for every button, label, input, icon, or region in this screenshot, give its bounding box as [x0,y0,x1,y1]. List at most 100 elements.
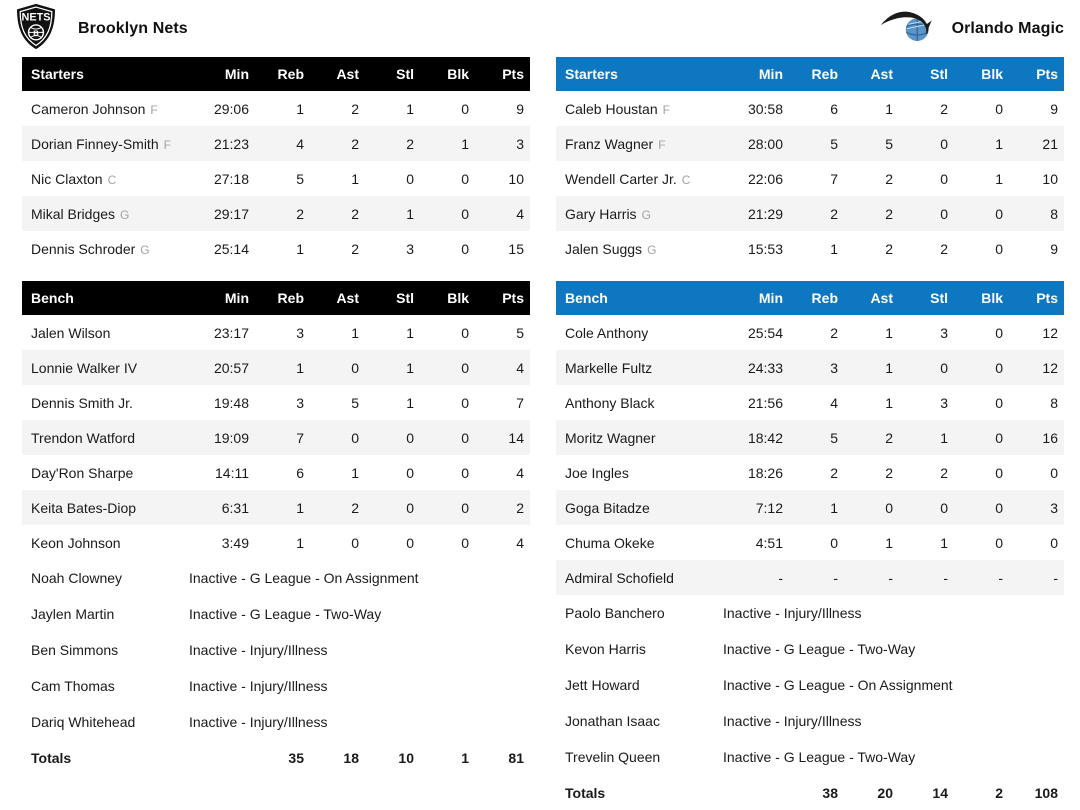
column-header-stl: Stl [930,66,948,82]
stat-min: 19:09 [213,429,249,446]
player-name: Jalen Suggs [565,240,643,257]
bench-label: Bench [31,290,74,306]
starters-label: Starters [565,66,618,82]
nets-bench-table: Bench Min Reb Ast Stl Blk Pts Jalen Wilson 23:17… [22,281,530,775]
column-header-min: Min [224,290,249,306]
player-name-cell: Jaylen Martin [22,596,187,632]
nets-starters-body: Cameron Johnson F 29:06 1 2 1 0 9 Dorian Finney-… [22,91,530,266]
stat-ast: 2 [885,464,893,481]
nets-totals-row: Totals 35 18 10 1 81 [22,740,530,775]
column-header-pts: Pts [502,290,524,306]
player-name-cell: Paolo Banchero [556,595,721,631]
stat-ast: 5 [885,135,893,152]
player-name-cell: Noah Clowney [22,560,187,596]
player-position: C [681,172,691,187]
player-name: Gary Harris [565,205,637,222]
bench-label: Bench [565,290,608,306]
column-header-min: Min [758,290,783,306]
player-name-cell: Kevon Harris [556,631,721,667]
away-team-header: Orlando Magic [879,4,1064,53]
totals-ast: 20 [877,784,893,801]
stat-min: 29:06 [213,100,249,117]
nets-logo-icon: NETS B [14,3,58,55]
player-name-cell: Jett Howard [556,667,721,703]
stat-stl: 1 [406,324,414,341]
stat-min: 27:18 [213,170,249,187]
stat-ast: 1 [351,324,359,341]
player-name: Goga Bitadze [565,499,650,516]
player-position: F [662,102,670,117]
magic-starters-table: Starters Min Reb Ast Stl Blk Pts Caleb Houstan F… [556,57,1064,266]
stat-blk: 0 [995,240,1003,257]
magic-bench-header: Bench Min Reb Ast Stl Blk Pts [556,281,1064,315]
stat-pts: 16 [1042,429,1058,446]
totals-reb: 35 [288,749,304,766]
stat-min: 25:14 [213,240,249,257]
stat-reb: 5 [830,429,838,446]
column-header-reb: Reb [277,290,304,306]
stat-min: 25:54 [747,324,783,341]
stat-pts: 8 [1050,205,1058,222]
player-position: G [647,242,657,257]
stat-reb: 5 [296,170,304,187]
stat-ast: 1 [885,100,893,117]
player-name: Wendell Carter Jr. [565,170,677,187]
inactive-status: Inactive - Injury/Illness [189,678,328,694]
player-name-cell: Moritz Wagner [556,420,721,455]
magic-inactive-row: Jett Howard Inactive - G League - On Assi… [556,667,1064,703]
player-name: Keita Bates-Diop [31,499,137,516]
nets-starters-row: Dennis Schroder G 25:14 1 2 3 0 15 [22,231,530,266]
stat-min: 15:53 [747,240,783,257]
stat-pts: 7 [516,394,524,411]
magic-starters-row: Jalen Suggs G 15:53 1 2 2 0 9 [556,231,1064,266]
stat-stl: 0 [406,499,414,516]
stat-ast: 2 [885,205,893,222]
inactive-status: Inactive - G League - Two-Way [723,641,916,657]
stat-min: 20:57 [213,359,249,376]
stat-reb: 2 [830,205,838,222]
player-name-cell: Wendell Carter Jr. C [556,161,721,196]
stat-ast: 0 [351,359,359,376]
nets-starters-header: Starters Min Reb Ast Stl Blk Pts [22,57,530,91]
player-name-cell: Dariq Whitehead [22,704,187,740]
stat-min: 23:17 [213,324,249,341]
player-name-cell: Day'Ron Sharpe [22,455,187,490]
player-name: Trevelin Queen [565,749,661,765]
stat-blk: 0 [995,499,1003,516]
stat-pts: 21 [1042,135,1058,152]
stat-reb: 1 [296,240,304,257]
magic-bench-row: Moritz Wagner 18:42 5 2 1 0 16 [556,420,1064,455]
player-name-cell: Caleb Houstan F [556,91,721,126]
stat-stl: 0 [406,429,414,446]
column-header-pts: Pts [1036,290,1058,306]
nets-starters-row: Dorian Finney-Smith F 21:23 4 2 2 1 3 [22,126,530,161]
stat-stl: 1 [406,205,414,222]
stat-stl: - [943,569,948,586]
nets-starters-row: Nic Claxton C 27:18 5 1 0 0 10 [22,161,530,196]
stat-reb: 2 [830,464,838,481]
starters-label: Starters [31,66,84,82]
stat-ast: 2 [885,429,893,446]
player-name: Paolo Banchero [565,605,665,621]
nets-bench-row: Keon Johnson 3:49 1 0 0 0 4 [22,525,530,560]
nets-bench-row: Keita Bates-Diop 6:31 1 2 0 0 2 [22,490,530,525]
nets-box-score: Starters Min Reb Ast Stl Blk Pts Cameron Johnso… [22,57,530,775]
player-name: Anthony Black [565,394,655,411]
stat-blk: 0 [461,464,469,481]
stat-blk: 1 [461,135,469,152]
player-name-cell: Trevelin Queen [556,739,721,775]
stat-min: 18:26 [747,464,783,481]
stat-blk: 0 [995,429,1003,446]
stat-reb: 7 [296,429,304,446]
stat-reb: 1 [830,499,838,516]
column-header-pts: Pts [1036,66,1058,82]
player-name: Dennis Smith Jr. [31,394,133,411]
stat-reb: 7 [830,170,838,187]
stat-min: 14:11 [215,464,249,481]
stat-min: 21:56 [747,394,783,411]
player-name: Chuma Okeke [565,534,655,551]
magic-box-score: Starters Min Reb Ast Stl Blk Pts Caleb Houstan F… [556,57,1064,810]
player-name: Joe Ingles [565,464,629,481]
magic-starters-body: Caleb Houstan F 30:58 6 1 2 0 9 Franz Wagner F 28:… [556,91,1064,266]
totals-pts: 108 [1034,784,1058,801]
